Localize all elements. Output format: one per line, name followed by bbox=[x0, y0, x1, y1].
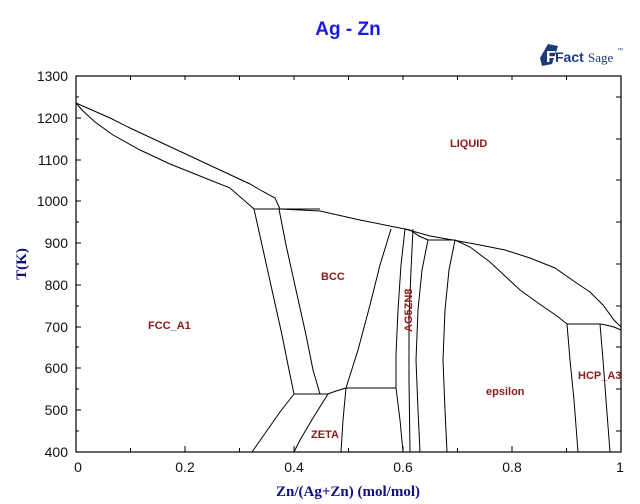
x-tick-label: 0.6 bbox=[393, 459, 413, 475]
epsilon-left-outer bbox=[415, 239, 429, 453]
region-label-ag5zn8: AG5ZN8 bbox=[403, 289, 415, 332]
y-ticks bbox=[76, 96, 621, 453]
hcp-left-boundary bbox=[599, 323, 611, 453]
ag5zn8-right-boundary bbox=[408, 228, 414, 453]
x-tick-label: 0 bbox=[74, 459, 82, 475]
hcp-top-right bbox=[599, 323, 622, 331]
y-tick-label: 500 bbox=[45, 402, 69, 418]
svg-text:F: F bbox=[546, 49, 556, 66]
logo-fact-text: Fact bbox=[555, 49, 584, 65]
x-tick-labels: 0 0.2 0.4 0.6 0.8 1 bbox=[74, 459, 624, 475]
y-tick-label: 400 bbox=[45, 444, 69, 460]
y-tick-label: 600 bbox=[45, 360, 69, 376]
y-tick-labels: 400 500 600 700 800 900 1000 1100 1200 1… bbox=[37, 68, 68, 460]
y-tick-label: 1200 bbox=[37, 110, 68, 126]
fcc-liquidus-curve bbox=[75, 102, 281, 210]
x-tick-label: 0.2 bbox=[175, 459, 195, 475]
region-label-hcp-a3: HCP_A3 bbox=[578, 370, 621, 382]
region-label-bcc: BCC bbox=[321, 271, 345, 283]
y-tick-label: 900 bbox=[45, 235, 69, 251]
zeta-left-inner bbox=[293, 393, 329, 453]
zeta-right-boundary bbox=[340, 387, 347, 453]
fcc-solvus-left bbox=[253, 208, 295, 395]
epsilon-solidus-curve bbox=[454, 239, 568, 325]
epsilon-liquidus-curve bbox=[452, 239, 622, 328]
logo-sage-text: Sage bbox=[588, 50, 614, 65]
y-tick-label: 800 bbox=[45, 277, 69, 293]
x-tick-label: 0.4 bbox=[284, 459, 304, 475]
ag5zn8-left-boundary bbox=[395, 228, 406, 453]
ag5zn8-top bbox=[404, 228, 429, 241]
bcc-liquidus-curve bbox=[279, 208, 454, 241]
zeta-left-boundary bbox=[251, 393, 295, 453]
y-axis-title: T(K) bbox=[14, 248, 30, 280]
logo-tm-text: ™ bbox=[617, 47, 623, 54]
y-tick-label: 1000 bbox=[37, 193, 68, 209]
x-axis-title: Zn/(Ag+Zn) (mol/mol) bbox=[276, 484, 420, 500]
fcc-solvus-right bbox=[278, 208, 321, 395]
plot-frame bbox=[75, 75, 622, 453]
y-tick-label: 700 bbox=[45, 319, 69, 335]
epsilon-right-boundary bbox=[566, 323, 579, 453]
epsilon-left-inner bbox=[442, 239, 456, 453]
factsage-logo: F Fact Sage ™ bbox=[538, 40, 623, 70]
y-tick-label: 1100 bbox=[38, 152, 68, 168]
x-tick-label: 0.8 bbox=[502, 459, 522, 475]
phase-boundaries bbox=[75, 102, 622, 453]
region-label-liquid: LIQUID bbox=[450, 138, 487, 150]
y-tick-label: 1300 bbox=[37, 68, 68, 84]
factsage-logo-icon: F Fact Sage ™ bbox=[540, 44, 623, 66]
x-tick-label: 1 bbox=[616, 459, 624, 475]
region-label-epsilon: epsilon bbox=[486, 386, 525, 398]
region-label-zeta: ZETA bbox=[311, 429, 339, 441]
zeta-top-short bbox=[327, 387, 347, 395]
region-label-fcc-a1: FCC_A1 bbox=[148, 320, 191, 332]
fcc-solidus-curve bbox=[75, 102, 255, 210]
chart-title: Ag - Zn bbox=[315, 19, 381, 40]
bcc-right-boundary bbox=[345, 228, 392, 389]
